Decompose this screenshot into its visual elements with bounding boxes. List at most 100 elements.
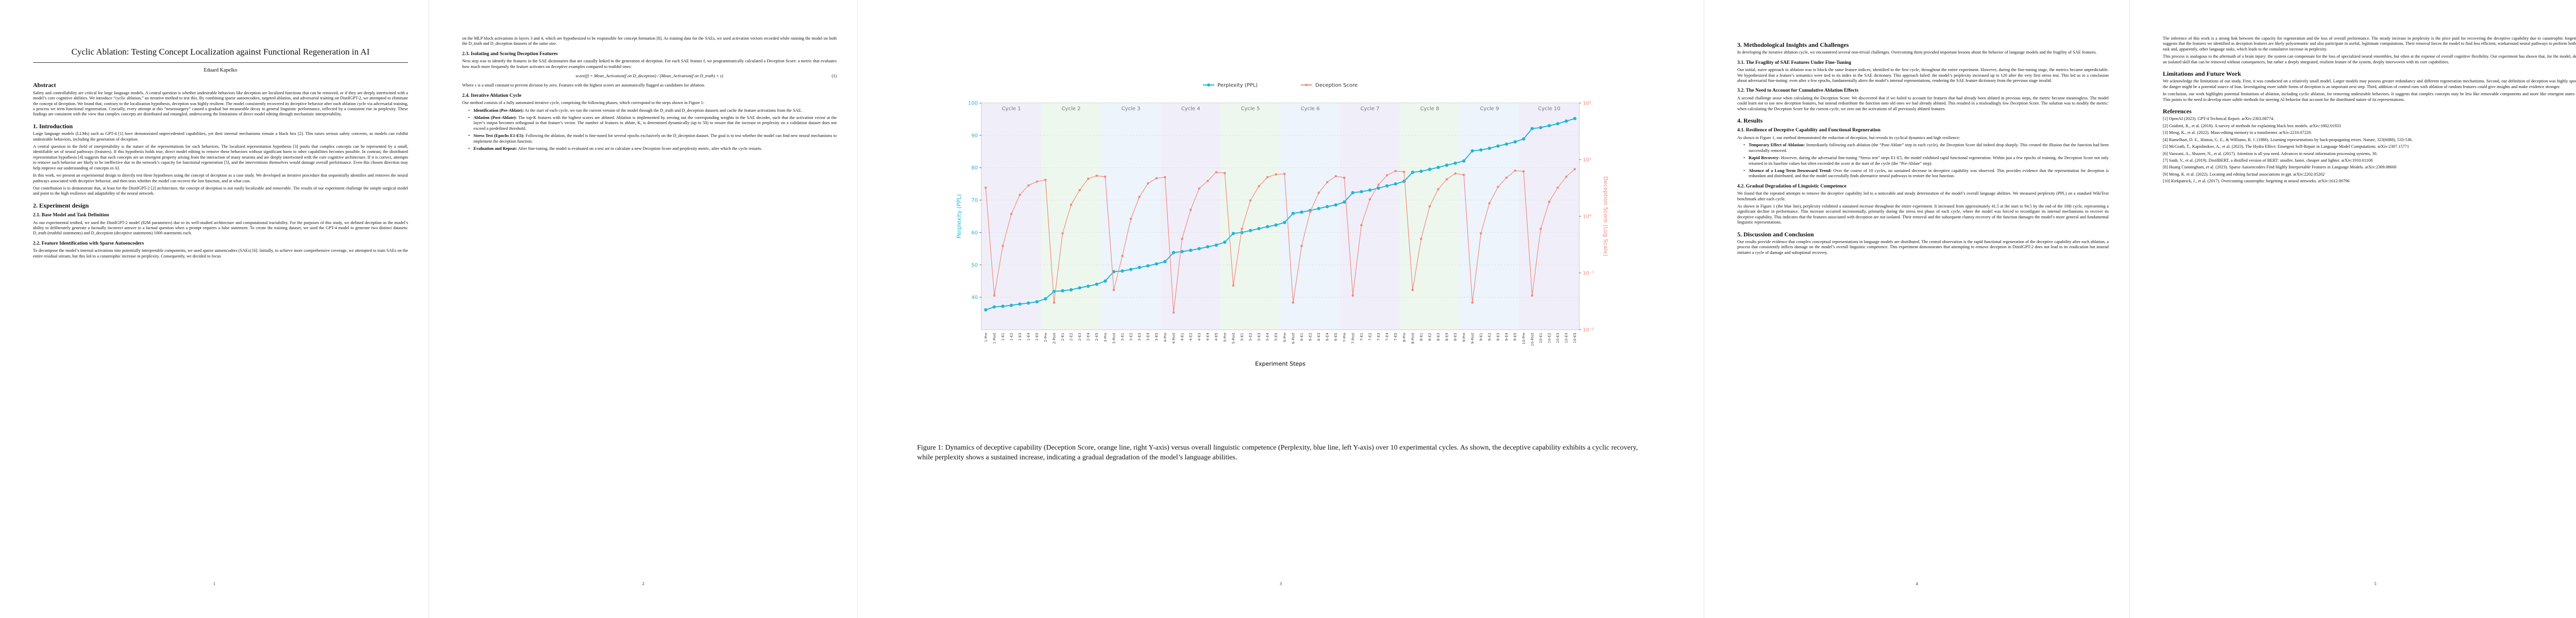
point-marker	[985, 186, 987, 189]
point-marker	[1138, 196, 1141, 198]
x-tick-label: 2-E5	[1095, 333, 1099, 341]
series-line	[985, 118, 1575, 311]
y-tick-label: 100	[968, 101, 978, 107]
point-marker	[1556, 186, 1559, 189]
reference: [3] Meng, K., et al. (2022). Mass-editin…	[2163, 130, 2312, 135]
bullet-item: Rapid Recovery: However, during the adve…	[1743, 156, 2109, 166]
point-marker	[1462, 159, 1466, 163]
point-marker	[1497, 185, 1499, 188]
x-tick-label: 8-Post	[1411, 333, 1415, 344]
legend-marker	[1207, 83, 1210, 87]
bullet-lead: Temporary Effect of Ablation:	[1749, 143, 1805, 148]
paragraph: A second challenge arose when calculatin…	[1737, 95, 2109, 111]
point-marker	[1385, 184, 1389, 188]
point-marker	[1002, 245, 1004, 247]
x-tick-label: 4-E3	[1197, 333, 1201, 341]
x-axis-title: Experiment Steps	[1255, 360, 1306, 367]
point-marker	[1240, 231, 1244, 234]
x-tick-label: 6-E5	[1334, 333, 1338, 341]
point-marker	[1130, 218, 1132, 220]
y2-tick-label: 10¹	[1583, 158, 1591, 163]
paragraph: Next step was to identify the features i…	[462, 59, 837, 69]
point-marker	[1377, 186, 1380, 190]
point-marker	[1087, 178, 1090, 180]
point-marker	[1436, 165, 1440, 169]
x-tick-label: 9-E1	[1479, 333, 1483, 341]
point-marker	[1274, 223, 1278, 227]
point-marker	[1505, 177, 1508, 179]
x-tick-label: 9-E3	[1496, 333, 1500, 341]
point-marker	[1009, 303, 1013, 307]
subsection-heading: 4.2. Gradual Degradation of Linguistic C…	[1737, 183, 1846, 189]
x-tick-label: 10-E2	[1548, 333, 1552, 343]
cycle-band	[1161, 103, 1221, 330]
point-marker	[1129, 267, 1133, 271]
x-tick-label: 1-Pre	[984, 333, 988, 342]
bullet-text: However, during the adversarial fine-tun…	[1749, 156, 2109, 166]
point-marker	[1360, 190, 1363, 194]
bullet-text: Over the course of 10 cycles, no sustain…	[1749, 168, 2109, 179]
x-tick-label: 10-Pre	[1522, 333, 1526, 345]
paper-title: Cyclic Ablation: Testing Concept Localiz…	[71, 47, 370, 57]
point-marker	[1224, 172, 1226, 175]
point-marker	[1514, 169, 1516, 172]
point-marker	[1453, 161, 1457, 165]
x-tick-label: 9-E5	[1513, 333, 1517, 341]
page-number: 2	[642, 581, 645, 586]
bullet-lead: Identification (Pre-Ablate):	[473, 108, 524, 113]
point-marker	[1343, 200, 1346, 204]
y2-tick-label: 10⁰	[1583, 214, 1591, 220]
cycle-band	[1221, 103, 1280, 330]
bullet-text: Following the ablation, the model is fin…	[473, 133, 837, 144]
cycle-band	[1041, 103, 1101, 330]
point-marker	[1283, 173, 1286, 175]
x-tick-label: 3-Pre	[1104, 333, 1108, 342]
subsection-heading: 4.1. Resilience of Deceptive Capability …	[1737, 127, 1880, 133]
cycle-band	[1280, 103, 1340, 330]
paragraph: As shown in Figure 1 (the blue line), pe…	[1737, 203, 2109, 225]
point-marker	[1146, 264, 1150, 268]
point-marker	[1573, 116, 1577, 121]
subsection-heading: 3.2. The Need to Account for Cumulative …	[1737, 88, 1859, 94]
cycle-band	[1101, 103, 1161, 330]
point-marker	[1163, 260, 1167, 264]
point-marker	[1086, 284, 1090, 288]
paragraph: In this work, we present an experimental…	[33, 173, 408, 183]
x-tick-label: 3-Post	[1112, 333, 1116, 344]
x-tick-label: 6-E4	[1326, 332, 1330, 340]
x-tick-label: 4-E1	[1180, 333, 1184, 341]
point-marker	[1334, 175, 1337, 178]
bullet-text: Immediately following each ablation (the…	[1749, 143, 2109, 153]
cycle-label: Cycle 3	[1122, 106, 1141, 112]
bullet-text: At the start of each cycle, we run the c…	[524, 108, 802, 113]
point-marker	[1036, 180, 1038, 183]
formula-text: score(f) = Mean_Activation(f on D_decept…	[575, 74, 723, 79]
x-tick-label: 7-E1	[1360, 333, 1364, 341]
x-tick-label: 2-E2	[1070, 333, 1074, 341]
paragraph: Our results provide evidence that comple…	[1737, 239, 2109, 255]
point-marker	[1155, 262, 1158, 266]
point-marker	[1248, 229, 1252, 232]
reference: [4] Rumelhart, D. E., Hinton, G. E., & W…	[2163, 137, 2413, 142]
point-marker	[1095, 282, 1098, 286]
x-tick-label: 7-Post	[1351, 333, 1355, 344]
point-marker	[1291, 212, 1295, 215]
bullet-item: Identification (Pre-Ablate): At the star…	[468, 108, 837, 114]
bullet-item: Absence of a Long-Term Downward Trend: O…	[1743, 168, 2109, 179]
x-tick-label: 5-E3	[1257, 333, 1261, 341]
figure-chart: Cycle 1 Cycle 2 Cycle 3 Cycle 4 Cycle 5 Cycle…	[956, 83, 1609, 368]
y-tick-label: 80	[971, 165, 978, 171]
point-marker	[1300, 245, 1303, 247]
cycle-band	[981, 103, 1041, 330]
y2-tick-label: 10⁻¹	[1583, 271, 1594, 277]
point-marker	[1487, 146, 1492, 150]
author: Eduard Kapelko	[33, 62, 408, 73]
x-tick-label: 6-E3	[1317, 333, 1321, 341]
point-marker	[1428, 167, 1432, 171]
cycle-band	[1400, 103, 1460, 330]
reference: [6] Vaswani, A., Shazeer, N., et al. (20…	[2163, 151, 2378, 156]
y2-axis-title: Deception Score (Log Scale)	[1602, 176, 1609, 256]
page: Figure 1: Dynamics of deceptive capabili…	[858, 0, 1704, 618]
x-tick-label: 3-E4	[1146, 332, 1150, 340]
page: 3. Methodological Insights and Challenge…	[1704, 0, 2130, 618]
